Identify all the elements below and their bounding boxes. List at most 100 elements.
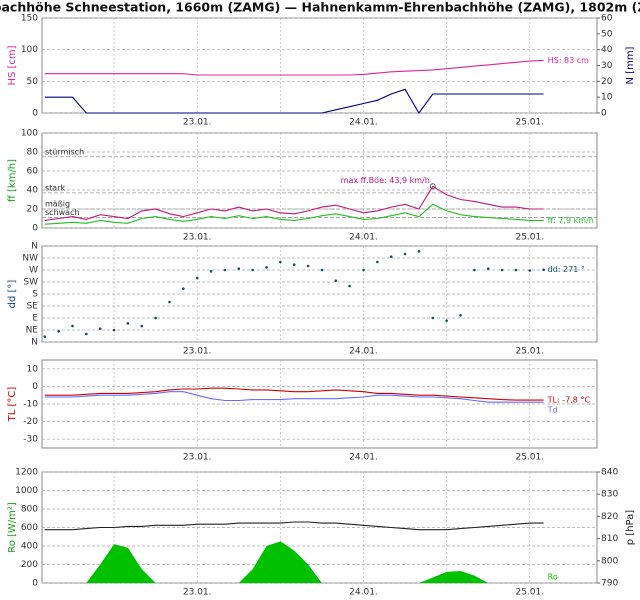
y-tick-label: 100: [21, 45, 38, 55]
y-axis-label: Ro [W/m²]: [7, 502, 18, 553]
y-tick-label: 150: [21, 14, 38, 24]
data-point: [126, 322, 130, 325]
x-tick-label: 25.01.: [515, 453, 544, 463]
y2-tick-label: 40: [601, 45, 613, 55]
data-point: [376, 260, 379, 264]
x-tick-label: 23.01.: [183, 118, 212, 128]
threshold-label: stürmisch: [45, 147, 84, 156]
y-tick-label: W: [29, 266, 38, 276]
y2-tick-label: 820: [601, 512, 618, 522]
threshold-label: mäßig: [45, 200, 70, 209]
area: [44, 541, 544, 583]
series-end-label: Ro: [548, 573, 558, 582]
data-point: [486, 267, 490, 270]
data-point: [154, 316, 157, 320]
x-tick-label: 25.01.: [515, 347, 544, 357]
y2-tick-label: 800: [601, 556, 618, 566]
line: [44, 185, 544, 221]
y2-tick-label: 20: [601, 77, 613, 87]
y2-axis-label: N [mm]: [625, 46, 636, 84]
line: [44, 387, 544, 401]
data-point: [403, 252, 407, 256]
data-point: [459, 314, 462, 317]
y-tick-label: NW: [22, 254, 38, 264]
line: [44, 88, 544, 115]
x-tick-label: 24.01.: [349, 588, 378, 598]
x-tick-label: 24.01.: [349, 453, 378, 463]
data-point: [334, 279, 338, 282]
line: [44, 203, 544, 225]
y2-tick-label: 10: [601, 93, 613, 103]
data-point: [98, 327, 102, 330]
y-tick-label: 100: [21, 129, 38, 139]
y2-tick-label: 840: [601, 468, 618, 478]
y-tick-label: S: [32, 290, 38, 300]
data-point: [279, 260, 282, 264]
data-point: [57, 330, 60, 333]
data-point: [85, 332, 88, 336]
y-axis-label: HS [cm]: [7, 45, 18, 85]
data-point: [500, 268, 504, 272]
y2-tick-label: 50: [601, 29, 613, 39]
y2-tick-label: 60: [601, 14, 613, 24]
data-point: [473, 268, 476, 272]
y-tick-label: 200: [21, 560, 38, 570]
y2-axis-label: p [hPa]: [625, 510, 636, 545]
threshold-label: schwach: [45, 208, 80, 217]
data-point: [265, 266, 268, 269]
y-tick-label: 60: [27, 167, 39, 177]
data-point: [237, 267, 241, 270]
data-point: [348, 284, 351, 288]
data-point: [320, 268, 324, 272]
y2-tick-label: 790: [601, 579, 618, 589]
data-point: [71, 324, 74, 328]
data-point: [431, 316, 435, 320]
y-tick-label: SW: [23, 278, 38, 288]
data-point: [542, 268, 545, 272]
y-tick-label: 0: [32, 579, 38, 589]
y-tick-label: -10: [23, 400, 38, 410]
y2-tick-label: 810: [601, 534, 618, 544]
y-tick-label: 0: [32, 224, 38, 234]
data-point: [417, 250, 421, 253]
data-point: [445, 319, 448, 322]
x-tick-label: 25.01.: [515, 233, 544, 243]
data-point: [182, 287, 185, 290]
y-tick-label: 40: [27, 186, 39, 196]
series-end-label: Td: [547, 406, 558, 415]
y-tick-label: 0: [32, 382, 38, 392]
y-tick-label: 0: [32, 109, 38, 119]
series-end-label: TL: -7,8 °C: [547, 396, 591, 405]
y-tick-label: 800: [21, 505, 38, 515]
x-tick-label: 24.01.: [349, 118, 378, 128]
x-tick-label: 23.01.: [183, 347, 212, 357]
series-end-label: ff: 7,9 km/h: [548, 216, 594, 225]
y-tick-label: -20: [23, 417, 38, 427]
y-axis-label: ff [km/h]: [7, 159, 18, 202]
data-point: [223, 268, 227, 272]
line: [44, 59, 544, 76]
y-axis-label: TL [°C]: [7, 387, 18, 423]
data-point: [292, 263, 296, 266]
series-end-label: HS: 83 cm: [548, 56, 589, 65]
y-tick-label: 80: [27, 148, 39, 158]
y-tick-label: N: [31, 242, 38, 252]
x-tick-label: 24.01.: [349, 233, 378, 243]
y-tick-label: E: [32, 314, 38, 324]
threshold-label: stark: [45, 183, 65, 192]
y-axis-label: dd [°]: [7, 280, 18, 309]
data-point: [528, 269, 532, 272]
max-marker: [429, 183, 436, 190]
x-tick-label: 25.01.: [515, 118, 544, 128]
data-point: [43, 335, 47, 338]
y-tick-label: 20: [27, 205, 39, 215]
y-tick-label: 400: [21, 542, 38, 552]
y-tick-label: 10: [27, 364, 39, 374]
y2-tick-label: 0: [601, 109, 607, 119]
x-tick-label: 23.01.: [183, 588, 212, 598]
x-tick-label: 23.01.: [183, 233, 212, 243]
y-tick-label: N: [31, 338, 38, 348]
y-tick-label: SE: [27, 302, 39, 312]
data-point: [251, 268, 254, 272]
y-tick-label: NE: [26, 326, 39, 336]
